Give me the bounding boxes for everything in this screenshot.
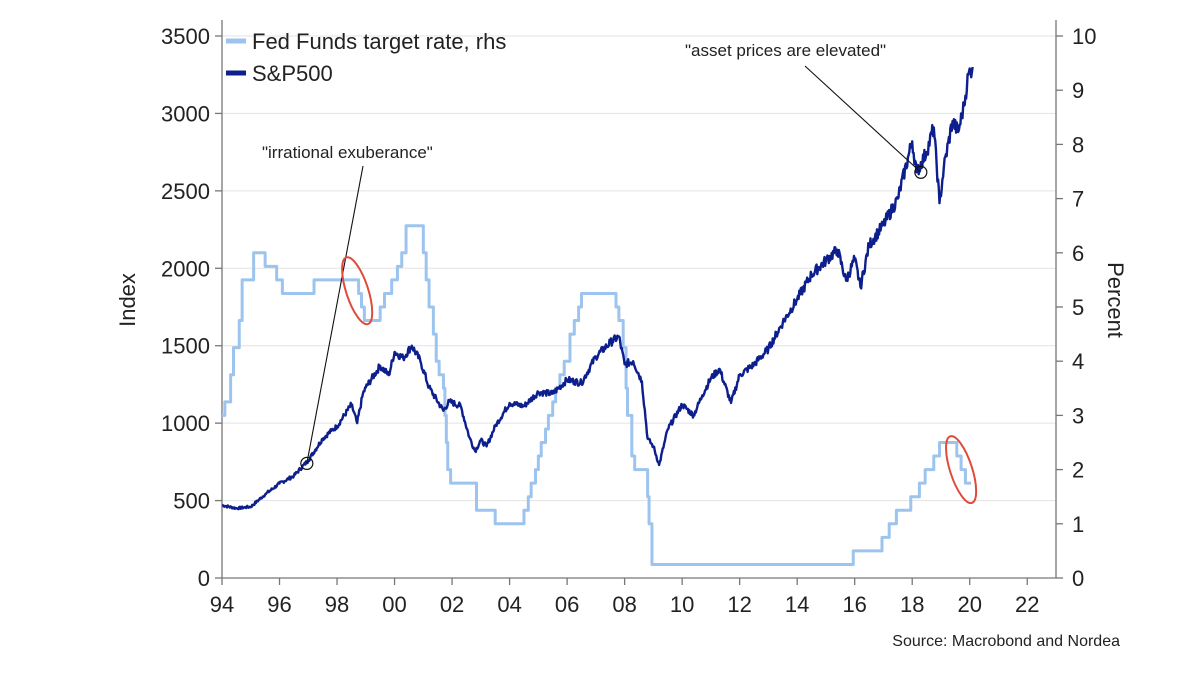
source-note: Source: Macrobond and Nordea <box>892 633 1120 650</box>
y-right-tick-label: 9 <box>1072 78 1084 103</box>
x-tick-label: 98 <box>325 592 349 617</box>
annotation-marker <box>300 456 314 471</box>
series-layer <box>221 66 974 566</box>
legend: Fed Funds target rate, rhs S&P500 <box>226 29 506 86</box>
x-tick-label: 00 <box>382 592 406 617</box>
legend-label-fed-funds: Fed Funds target rate, rhs <box>252 29 506 54</box>
highlight-ellipse <box>341 256 374 326</box>
y-left-tick-label: 2000 <box>161 256 210 281</box>
x-tick-label: 02 <box>440 592 464 617</box>
y-left-tick-label: 3000 <box>161 101 210 126</box>
y-right-tick-label: 8 <box>1072 132 1084 157</box>
series-fed-funds-line <box>222 224 972 566</box>
y-left-tick-label: 3500 <box>161 24 210 49</box>
x-tick-label: 94 <box>210 592 234 617</box>
x-tick-label: 06 <box>555 592 579 617</box>
y-right-tick-label: 4 <box>1072 349 1084 374</box>
annotation-layer <box>300 65 978 505</box>
y-left-tick-label: 2500 <box>161 179 210 204</box>
x-tick-label: 20 <box>957 592 981 617</box>
y-right-tick-label: 5 <box>1072 295 1084 320</box>
x-tick-label: 12 <box>727 592 751 617</box>
series-sp500-line <box>221 66 974 511</box>
annotation-marker <box>914 165 928 179</box>
x-tick-label: 16 <box>842 592 866 617</box>
x-tick-label: 10 <box>670 592 694 617</box>
y-right-tick-label: 0 <box>1072 566 1084 591</box>
y-left-tick-label: 0 <box>198 566 210 591</box>
axes-layer: 0500100015002000250030003500012345678910… <box>161 20 1096 617</box>
x-tick-label: 18 <box>900 592 924 617</box>
x-tick-label: 96 <box>267 592 291 617</box>
annotation-leader-line <box>306 165 364 464</box>
y-left-tick-label: 1000 <box>161 411 210 436</box>
y-right-tick-label: 2 <box>1072 458 1084 483</box>
x-tick-label: 04 <box>497 592 521 617</box>
highlight-ellipse <box>945 435 978 505</box>
x-tick-label: 08 <box>612 592 636 617</box>
annotation-irrational-exuberance: "irrational exuberance" <box>262 143 433 162</box>
y-right-tick-label: 1 <box>1072 512 1084 537</box>
y-axis-left-title: Index <box>115 273 140 327</box>
y-right-tick-label: 10 <box>1072 24 1096 49</box>
y-right-tick-label: 3 <box>1072 403 1084 428</box>
legend-label-sp500: S&P500 <box>252 61 333 86</box>
annotation-leader-line <box>804 65 922 173</box>
grid-layer <box>222 35 1056 502</box>
y-right-tick-label: 7 <box>1072 187 1084 212</box>
x-tick-label: 14 <box>785 592 809 617</box>
y-left-tick-label: 1500 <box>161 334 210 359</box>
y-axis-right-title: Percent <box>1103 262 1128 338</box>
y-left-tick-label: 500 <box>173 489 210 514</box>
annotation-asset-prices-elevated: "asset prices are elevated" <box>685 41 886 60</box>
x-tick-label: 22 <box>1015 592 1039 617</box>
y-right-tick-label: 6 <box>1072 241 1084 266</box>
